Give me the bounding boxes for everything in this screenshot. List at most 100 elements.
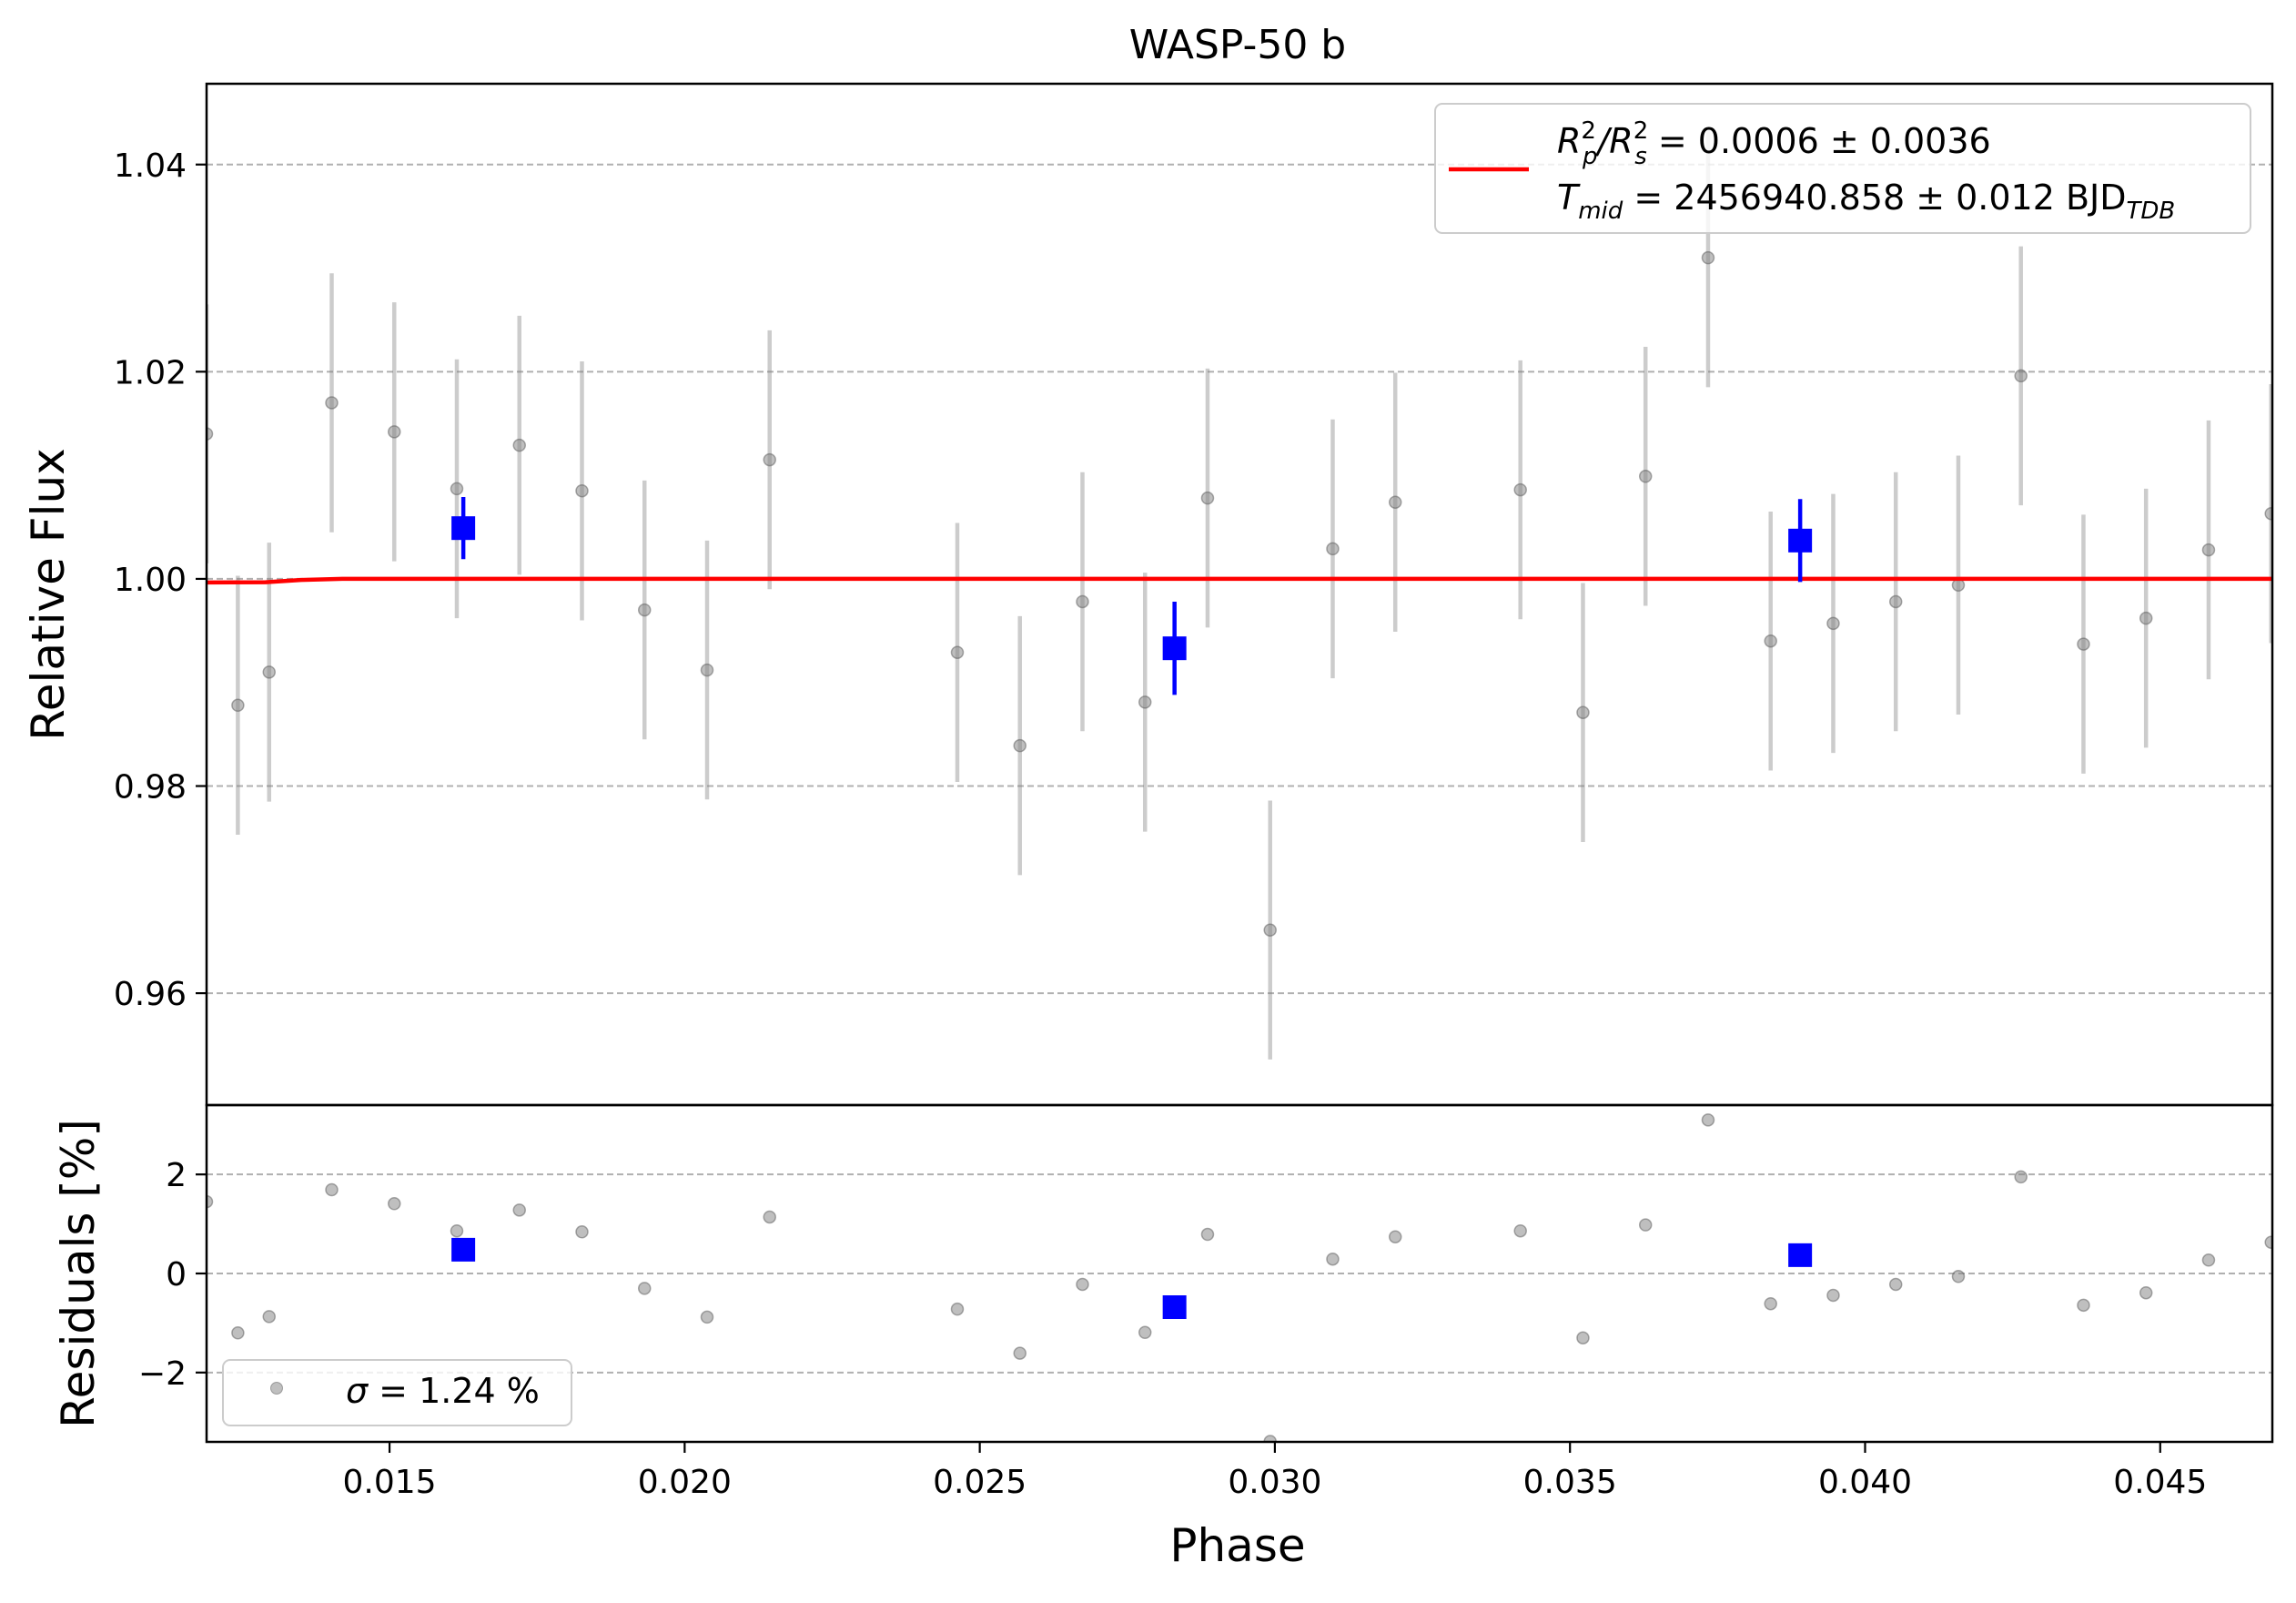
top-panel-binned	[451, 497, 1813, 695]
residual-point	[2264, 1235, 2272, 1249]
residual-point	[1013, 1346, 1027, 1360]
legend-rp-sub: p	[1582, 143, 1598, 170]
bottom-legend-box	[222, 1359, 572, 1426]
x-axis-ticks: 0.015 0.020 0.025 0.030 0.035 0.040 0.045	[343, 1442, 2207, 1501]
bottom-panel-y-ticks: −2 0 2	[138, 1157, 207, 1393]
binned-residual-point	[1788, 1243, 1813, 1267]
residual-point	[1701, 1113, 1715, 1127]
legend-sigma-symbol: σ	[346, 1371, 369, 1411]
top-y-axis-label: Relative Flux	[22, 448, 75, 740]
top-y-tick-label: 0.96	[114, 976, 187, 1013]
bottom-y-tick-label: 0	[166, 1256, 187, 1294]
residual-point	[1076, 1277, 1089, 1292]
residual-point	[1200, 1227, 1215, 1242]
bottom-y-axis-label: Residuals [%]	[52, 1119, 105, 1428]
data-point	[1138, 695, 1152, 709]
legend-rp-rs-value: = 0.0006 ± 0.0036	[1647, 121, 1991, 161]
binned-point	[1788, 528, 1813, 553]
residual-point	[2139, 1285, 2153, 1300]
legend-rs-symbol: /R	[1594, 121, 1633, 161]
legend-rs-sub: s	[1634, 143, 1647, 170]
data-point	[2201, 543, 2216, 557]
x-tick-label: 0.030	[1228, 1464, 1321, 1501]
residual-point	[1826, 1288, 1840, 1303]
data-point	[1513, 482, 1527, 497]
data-point	[1951, 578, 1966, 593]
residual-point	[700, 1310, 714, 1324]
residual-point	[1576, 1331, 1590, 1344]
residual-point	[1951, 1270, 1966, 1283]
data-point	[1576, 705, 1590, 719]
x-tick-label: 0.020	[638, 1464, 732, 1501]
binned-point	[451, 516, 476, 541]
data-point	[2264, 506, 2272, 521]
top-legend: R2 p/R2 s = 0.0006 ± 0.0036 Tmid = 2456940…	[1434, 103, 2251, 234]
x-axis-label: Phase	[1169, 1519, 1305, 1572]
top-panel-model	[207, 576, 2272, 585]
top-y-tick-label: 0.98	[114, 769, 187, 807]
binned-residual-point	[1162, 1295, 1187, 1319]
residual-point	[1638, 1218, 1653, 1232]
data-point	[2077, 637, 2090, 651]
legend-residual-marker	[270, 1382, 283, 1395]
data-point	[207, 427, 214, 441]
data-point	[1826, 616, 1840, 631]
data-point	[1701, 250, 1715, 265]
bottom-panel-points	[207, 1113, 2272, 1442]
data-point	[1200, 491, 1215, 505]
residual-point	[1888, 1277, 1903, 1292]
residual-point	[512, 1203, 526, 1217]
data-point	[2139, 611, 2153, 625]
top-y-tick-label: 1.00	[114, 562, 187, 599]
bottom-y-tick-label: −2	[138, 1355, 187, 1393]
x-tick-label: 0.035	[1523, 1464, 1617, 1501]
legend-sigma-value: = 1.24 %	[368, 1371, 540, 1411]
residual-point	[1138, 1325, 1152, 1339]
residual-point	[950, 1302, 965, 1316]
data-point	[2014, 369, 2028, 383]
legend-tdb-sub: TDB	[2127, 198, 2176, 225]
legend-entry-rp-rs: R2 p/R2 s = 0.0006 ± 0.0036	[1557, 117, 1991, 170]
legend-rp-sup: 2	[1581, 117, 1596, 145]
top-panel-points	[207, 250, 2272, 937]
bottom-legend: σ = 1.24 %	[222, 1359, 572, 1426]
data-point	[1638, 470, 1653, 483]
x-tick-label: 0.025	[933, 1464, 1027, 1501]
residual-point	[325, 1182, 339, 1197]
data-point	[950, 645, 965, 659]
data-point	[387, 425, 401, 439]
data-point	[1013, 738, 1027, 753]
residual-point	[262, 1310, 276, 1324]
bottom-y-tick-label: 2	[166, 1157, 187, 1194]
data-point	[325, 396, 339, 410]
data-point	[262, 665, 276, 679]
data-point	[700, 663, 714, 677]
data-point	[1076, 594, 1089, 609]
residual-point	[387, 1197, 401, 1211]
top-y-tick-label: 1.04	[114, 147, 187, 185]
residual-point	[1388, 1230, 1402, 1243]
x-tick-label: 0.040	[1818, 1464, 1912, 1501]
data-point	[450, 482, 464, 496]
residual-point	[575, 1225, 589, 1239]
residual-point	[450, 1223, 464, 1238]
legend-entry-tmid: Tmid = 2456940.858 ± 0.012 BJDTDB	[1557, 178, 2175, 225]
bottom-panel-binned	[451, 1237, 1813, 1319]
residual-point	[1326, 1252, 1340, 1266]
residual-point	[763, 1210, 776, 1224]
legend-rs-sup: 2	[1633, 117, 1649, 145]
residual-point	[2201, 1253, 2216, 1267]
legend-t-symbol: T	[1557, 178, 1581, 218]
residual-point	[2077, 1298, 2090, 1313]
transit-model-line	[207, 576, 2272, 585]
binned-residual-point	[451, 1237, 476, 1262]
legend-tmid-value: = 2456940.858 ± 0.012 BJD	[1623, 178, 2126, 218]
data-point	[1263, 923, 1277, 937]
data-point	[763, 452, 776, 467]
chart-title: WASP-50 b	[1129, 22, 1346, 68]
data-point	[1326, 542, 1340, 556]
x-tick-label: 0.045	[2113, 1464, 2207, 1501]
x-tick-label: 0.015	[343, 1464, 437, 1501]
residual-point	[231, 1326, 245, 1340]
binned-point	[1162, 636, 1187, 661]
